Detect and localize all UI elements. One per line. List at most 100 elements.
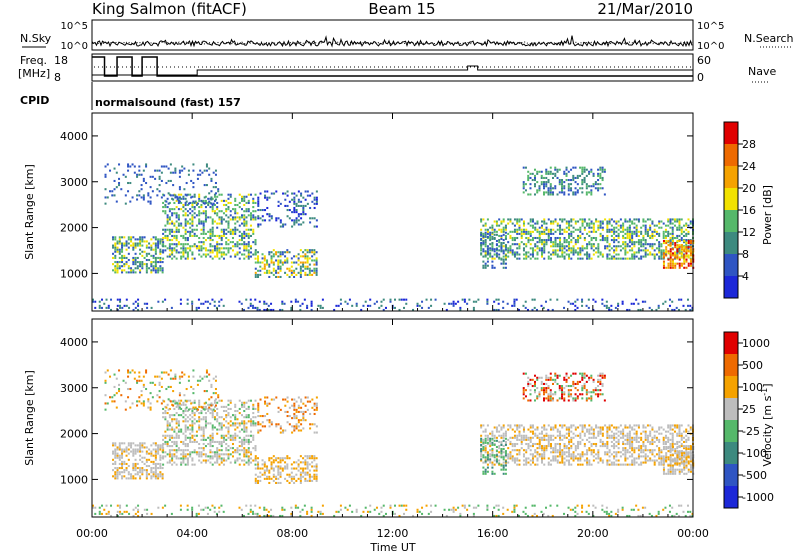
power-cell	[671, 260, 674, 263]
power-cell	[590, 245, 593, 248]
velocity-cell	[209, 457, 212, 460]
power-cell	[315, 263, 318, 266]
velocity-cell	[507, 455, 510, 458]
power-cell	[247, 208, 250, 211]
velocity-cell	[254, 459, 257, 462]
power-cell	[202, 224, 205, 227]
power-cell	[626, 245, 629, 248]
power-cell	[132, 308, 135, 311]
power-cell	[166, 239, 169, 242]
power-cell	[588, 243, 591, 246]
velocity-cell	[173, 442, 176, 446]
power-cell	[304, 249, 307, 252]
velocity-cell	[157, 477, 160, 480]
power-cell	[191, 222, 194, 225]
velocity-cell	[202, 453, 205, 456]
power-cell	[279, 269, 282, 272]
velocity-cell	[257, 404, 260, 407]
power-cell	[533, 179, 536, 182]
velocity-cell	[279, 457, 282, 460]
velocity-cell	[145, 471, 148, 474]
power-cell	[104, 165, 107, 168]
velocity-cell	[545, 376, 548, 379]
velocity-cell	[480, 426, 483, 429]
power-cell	[525, 230, 528, 233]
power-cell	[685, 222, 688, 225]
velocity-cell	[533, 382, 536, 385]
power-cell	[556, 253, 559, 256]
power-cell	[178, 169, 181, 172]
power-cell	[182, 195, 185, 198]
power-cell	[617, 245, 620, 248]
power-cell	[186, 255, 189, 258]
velocity-cell	[495, 436, 498, 439]
power-cell	[111, 190, 114, 193]
velocity-cell	[559, 451, 562, 454]
velocity-cell	[225, 414, 228, 417]
power-cell	[613, 249, 616, 252]
velocity-cell	[293, 425, 296, 428]
velocity-cell	[218, 455, 221, 458]
power-cell	[319, 306, 322, 309]
power-cell	[202, 199, 205, 202]
velocity-cell	[486, 438, 489, 441]
velocity-cell	[213, 453, 216, 456]
velocity-cell	[486, 434, 489, 437]
power-cell	[236, 220, 239, 223]
velocity-cell	[516, 428, 519, 431]
power-cell	[502, 250, 505, 253]
power-cell	[633, 251, 636, 254]
velocity-cell	[169, 400, 172, 403]
power-cell	[94, 300, 97, 303]
power-cell	[231, 232, 234, 235]
power-cell	[154, 269, 157, 272]
power-cell	[168, 245, 171, 248]
velocity-cell	[123, 469, 126, 472]
power-cell	[211, 226, 214, 229]
velocity-cell	[482, 442, 485, 446]
power-cell	[306, 190, 309, 193]
velocity-cell	[590, 399, 593, 402]
power-cell	[231, 218, 234, 221]
velocity-cell	[140, 390, 143, 393]
power-cell	[195, 203, 198, 207]
power-cell	[585, 185, 588, 188]
power-cell	[308, 251, 311, 254]
power-cell	[142, 177, 145, 180]
power-cell	[644, 243, 647, 246]
velocity-cell	[210, 383, 213, 386]
power-cell	[662, 256, 665, 259]
velocity-cell	[279, 408, 282, 411]
velocity-cell	[279, 473, 282, 476]
power-cell	[561, 251, 564, 254]
velocity-cell	[522, 393, 525, 396]
power-cell	[250, 216, 253, 219]
velocity-cell	[247, 416, 250, 419]
velocity-cell	[216, 420, 219, 423]
power-cell	[628, 226, 631, 229]
velocity-cell	[177, 457, 180, 460]
power-cell	[683, 248, 686, 251]
power-cell	[615, 220, 618, 223]
velocity-cell	[191, 412, 194, 415]
velocity-cell	[540, 447, 543, 450]
power-cell	[651, 253, 654, 256]
power-cell	[480, 249, 483, 252]
velocity-cell	[507, 438, 510, 441]
velocity-cell	[502, 424, 505, 427]
power-cell	[304, 267, 307, 270]
velocity-cell	[576, 389, 579, 392]
velocity-cell	[172, 404, 175, 407]
velocity-cell	[159, 475, 162, 478]
power-cell	[177, 230, 180, 233]
velocity-cell	[209, 422, 212, 425]
velocity-cell	[118, 456, 121, 459]
velocity-cell	[229, 401, 232, 404]
velocity-cell	[245, 449, 248, 452]
power-cell	[118, 181, 121, 185]
power-cell	[198, 193, 201, 196]
velocity-cell	[547, 440, 550, 443]
power-cell	[216, 212, 219, 215]
power-cell	[229, 218, 232, 221]
power-cell	[601, 302, 604, 305]
